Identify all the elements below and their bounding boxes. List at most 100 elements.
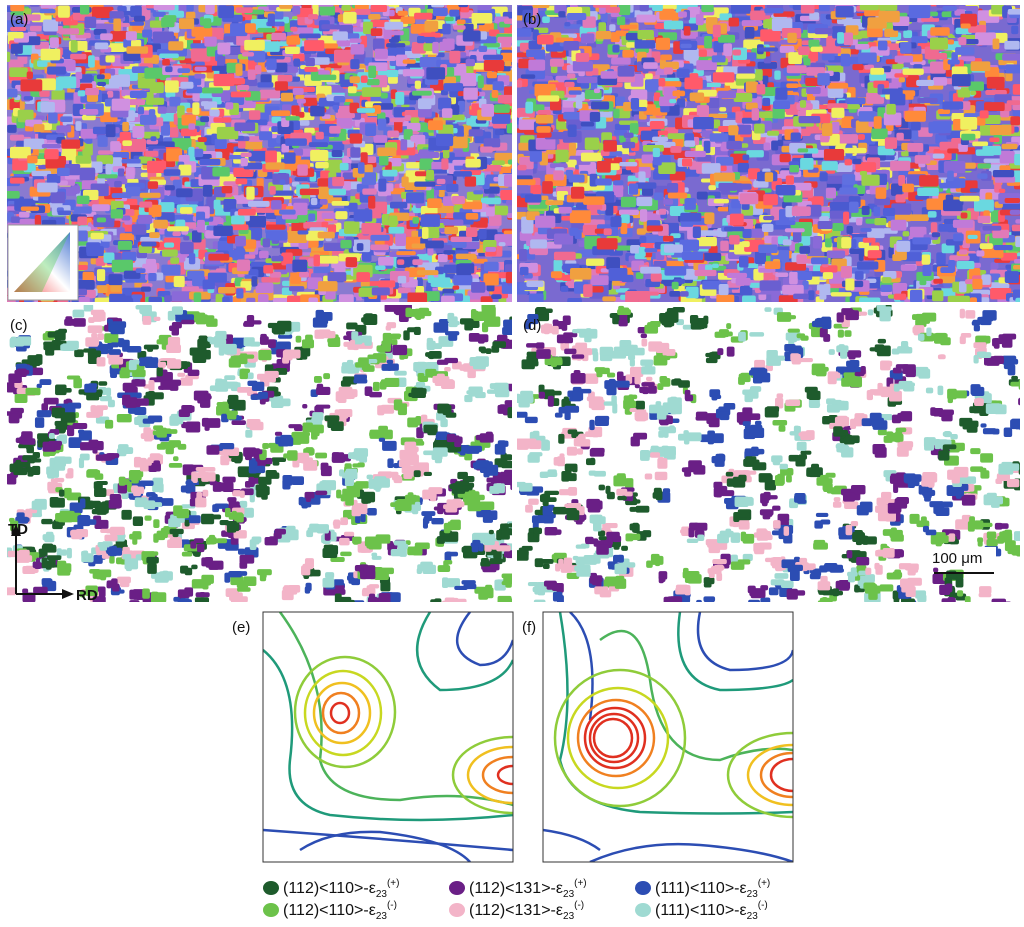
grain: [332, 201, 350, 206]
grain: [310, 150, 328, 161]
grain: [205, 1, 215, 14]
grain: [165, 66, 172, 72]
grain: [436, 134, 453, 146]
grain: [361, 281, 370, 287]
grain: [279, 2, 292, 9]
grain: [300, 120, 310, 126]
grain: [432, 42, 439, 54]
grain: [859, 297, 880, 305]
grain: [140, 193, 161, 198]
grain: [388, 76, 398, 84]
grain: [427, 198, 442, 208]
grain: [172, 291, 192, 301]
grain: [140, 115, 157, 125]
grain: [194, 292, 202, 302]
grain: [310, 106, 324, 117]
grain: [775, 273, 788, 277]
grain: [240, 281, 251, 287]
grain: [407, 292, 427, 304]
grain: [985, 193, 992, 201]
grain: [8, 32, 24, 38]
grain: [428, 275, 434, 283]
grain: [21, 207, 39, 211]
grain: [235, 236, 246, 247]
grain: [410, 136, 422, 142]
grain: [483, 55, 503, 60]
grain: [57, 168, 70, 176]
grain: [358, 162, 365, 174]
grain: [426, 170, 434, 180]
grain: [204, 37, 216, 47]
grain: [495, 129, 504, 135]
grain: [263, 238, 271, 247]
grain: [727, 112, 736, 118]
grain: [315, 132, 323, 140]
grain: [112, 99, 130, 111]
grain: [91, 233, 104, 240]
grain: [373, 135, 387, 143]
grain: [478, 75, 484, 88]
grain: [148, 181, 158, 189]
grain: [162, 250, 178, 257]
grain: [697, 237, 717, 246]
grain: [257, 28, 275, 33]
grain: [111, 209, 123, 218]
grain: [400, 139, 407, 150]
grain: [154, 4, 175, 10]
grain: [917, 188, 939, 196]
grain: [197, 220, 205, 233]
grain: [271, 200, 282, 209]
grain: [617, 17, 625, 26]
grain: [165, 80, 179, 92]
grain: [24, 96, 33, 100]
grain: [199, 159, 220, 165]
grain: [936, 252, 945, 264]
grain: [236, 288, 243, 298]
grain: [299, 272, 309, 278]
grain: [492, 114, 511, 124]
grain: [405, 115, 412, 120]
grain: [20, 79, 42, 91]
grain: [498, 95, 516, 103]
grain: [203, 279, 215, 289]
grain: [47, 67, 66, 75]
grain: [141, 242, 156, 247]
grain: [959, 249, 968, 254]
grain: [456, 125, 463, 138]
grain: [519, 249, 527, 261]
grain: [957, 261, 975, 269]
grain: [98, 174, 118, 178]
grain: [77, 280, 94, 290]
grain: [189, 253, 195, 264]
grain: [321, 24, 340, 29]
grain: [305, 58, 315, 67]
grain: [80, 168, 95, 181]
grain: [235, 178, 247, 184]
grain: [129, 22, 144, 26]
grain: [478, 4, 492, 10]
grain: [343, 12, 357, 24]
grain: [378, 257, 394, 266]
grain: [58, 76, 77, 88]
grain: [309, 142, 328, 147]
grain: [77, 216, 87, 225]
grain: [311, 198, 317, 205]
grain: [40, 102, 54, 113]
grain: [484, 60, 504, 71]
grain: [425, 240, 444, 248]
grain: [51, 192, 66, 204]
grain: [263, 265, 273, 273]
grain: [491, 294, 501, 299]
grain: [650, 121, 665, 129]
grain: [128, 110, 134, 121]
grain: [126, 46, 148, 53]
grain: [271, 110, 290, 116]
grain: [472, 13, 493, 24]
grain: [357, 243, 364, 251]
grain: [180, 207, 193, 214]
grain: [169, 97, 180, 107]
grain: [251, 276, 257, 286]
grain: [949, 255, 969, 260]
grain: [453, 25, 465, 29]
grain: [107, 91, 113, 98]
